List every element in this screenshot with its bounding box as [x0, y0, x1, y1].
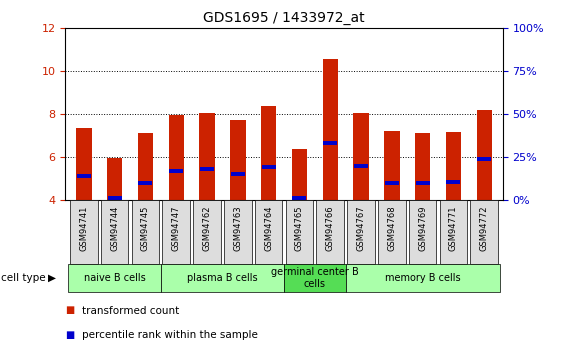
- FancyBboxPatch shape: [470, 200, 498, 264]
- FancyBboxPatch shape: [440, 200, 467, 264]
- FancyBboxPatch shape: [68, 264, 161, 292]
- Text: GSM94768: GSM94768: [387, 205, 396, 251]
- Bar: [77, 175, 91, 178]
- FancyBboxPatch shape: [224, 200, 252, 264]
- Bar: [353, 113, 369, 200]
- Bar: [169, 169, 183, 173]
- Text: GSM94765: GSM94765: [295, 205, 304, 251]
- Text: ▶: ▶: [48, 273, 56, 283]
- Text: percentile rank within the sample: percentile rank within the sample: [82, 330, 258, 339]
- Bar: [107, 158, 122, 200]
- Text: GSM94745: GSM94745: [141, 205, 150, 250]
- FancyBboxPatch shape: [132, 200, 159, 264]
- Bar: [293, 196, 306, 200]
- Bar: [292, 149, 307, 200]
- Text: GSM94766: GSM94766: [325, 205, 335, 251]
- Bar: [200, 167, 214, 171]
- FancyBboxPatch shape: [70, 200, 98, 264]
- FancyBboxPatch shape: [316, 200, 344, 264]
- Bar: [231, 172, 245, 176]
- Bar: [262, 165, 275, 169]
- Bar: [477, 110, 492, 200]
- Text: transformed count: transformed count: [82, 306, 179, 315]
- FancyBboxPatch shape: [193, 200, 221, 264]
- Bar: [199, 113, 215, 200]
- Text: GSM94747: GSM94747: [172, 205, 181, 251]
- Text: GSM94741: GSM94741: [80, 205, 88, 250]
- Text: GSM94744: GSM94744: [110, 205, 119, 250]
- Text: plasma B cells: plasma B cells: [187, 273, 258, 283]
- FancyBboxPatch shape: [409, 200, 436, 264]
- Bar: [137, 133, 153, 200]
- Text: GSM94769: GSM94769: [418, 205, 427, 251]
- FancyBboxPatch shape: [284, 264, 345, 292]
- Text: germinal center B
cells: germinal center B cells: [271, 267, 358, 288]
- FancyBboxPatch shape: [286, 200, 314, 264]
- Text: ■: ■: [65, 330, 74, 339]
- Bar: [446, 132, 461, 200]
- FancyBboxPatch shape: [101, 200, 128, 264]
- FancyBboxPatch shape: [347, 200, 375, 264]
- Bar: [323, 141, 337, 145]
- Bar: [446, 180, 460, 184]
- Text: cell type: cell type: [1, 273, 46, 283]
- FancyBboxPatch shape: [161, 264, 284, 292]
- Bar: [415, 133, 431, 200]
- FancyBboxPatch shape: [345, 264, 500, 292]
- Bar: [261, 106, 276, 200]
- Text: GSM94772: GSM94772: [480, 205, 488, 251]
- FancyBboxPatch shape: [378, 200, 406, 264]
- Text: GSM94764: GSM94764: [264, 205, 273, 251]
- FancyBboxPatch shape: [254, 200, 282, 264]
- Bar: [108, 196, 122, 200]
- Bar: [384, 131, 399, 200]
- Bar: [354, 164, 368, 168]
- Text: GSM94763: GSM94763: [233, 205, 243, 251]
- Text: ■: ■: [65, 306, 74, 315]
- Bar: [169, 115, 184, 200]
- FancyBboxPatch shape: [162, 200, 190, 264]
- Text: GSM94762: GSM94762: [203, 205, 211, 251]
- Text: naive B cells: naive B cells: [83, 273, 145, 283]
- Title: GDS1695 / 1433972_at: GDS1695 / 1433972_at: [203, 11, 365, 25]
- Bar: [76, 128, 91, 200]
- Text: GSM94767: GSM94767: [357, 205, 365, 251]
- Text: memory B cells: memory B cells: [385, 273, 461, 283]
- Bar: [385, 181, 399, 185]
- Bar: [230, 120, 245, 200]
- Bar: [139, 181, 152, 185]
- Bar: [416, 181, 429, 185]
- Text: GSM94771: GSM94771: [449, 205, 458, 251]
- Bar: [323, 59, 338, 200]
- Bar: [477, 157, 491, 161]
